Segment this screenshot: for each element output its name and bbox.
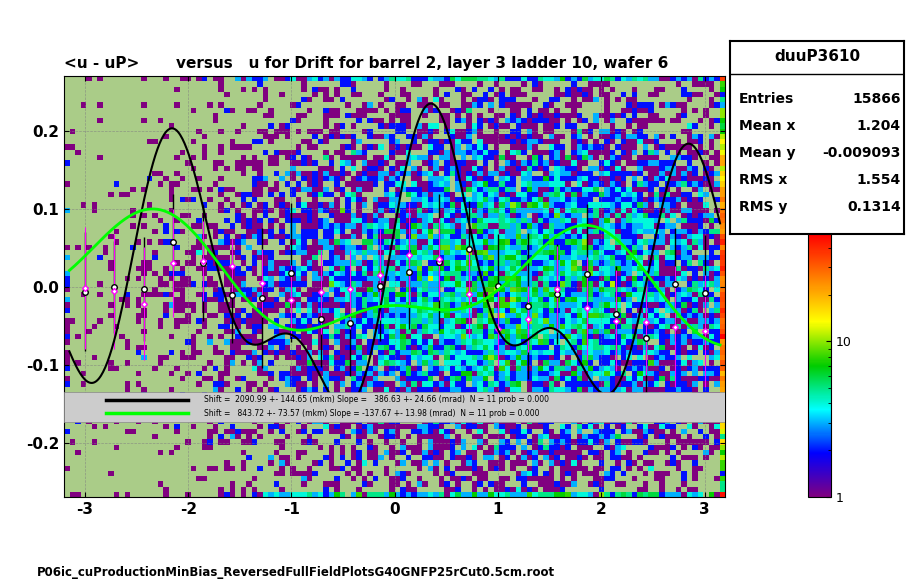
- Text: <u - uP>       versus   u for Drift for barrel 2, layer 3 ladder 10, wafer 6: <u - uP> versus u for Drift for barrel 2…: [64, 56, 668, 71]
- Text: duuP3610: duuP3610: [774, 49, 860, 64]
- Text: -0.009093: -0.009093: [823, 146, 901, 160]
- Text: 1.554: 1.554: [856, 173, 901, 187]
- Text: 15866: 15866: [852, 92, 901, 106]
- Text: Entries: Entries: [739, 92, 794, 106]
- FancyBboxPatch shape: [64, 392, 725, 422]
- Text: 0.1314: 0.1314: [847, 200, 901, 214]
- Text: RMS x: RMS x: [739, 173, 787, 187]
- Text: P06ic_cuProductionMinBias_ReversedFullFieldPlotsG40GNFP25rCut0.5cm.root: P06ic_cuProductionMinBias_ReversedFullFi…: [37, 566, 554, 579]
- Text: Shift =   843.72 +- 73.57 (mkm) Slope = -137.67 +- 13.98 (mrad)  N = 11 prob = 0: Shift = 843.72 +- 73.57 (mkm) Slope = -1…: [204, 408, 539, 418]
- Text: 1.204: 1.204: [856, 119, 901, 133]
- Text: Shift =  2090.99 +- 144.65 (mkm) Slope =   386.63 +- 24.66 (mrad)  N = 11 prob =: Shift = 2090.99 +- 144.65 (mkm) Slope = …: [204, 395, 549, 404]
- Text: Mean x: Mean x: [739, 119, 795, 133]
- Text: Mean y: Mean y: [739, 146, 795, 160]
- Text: RMS y: RMS y: [739, 200, 787, 214]
